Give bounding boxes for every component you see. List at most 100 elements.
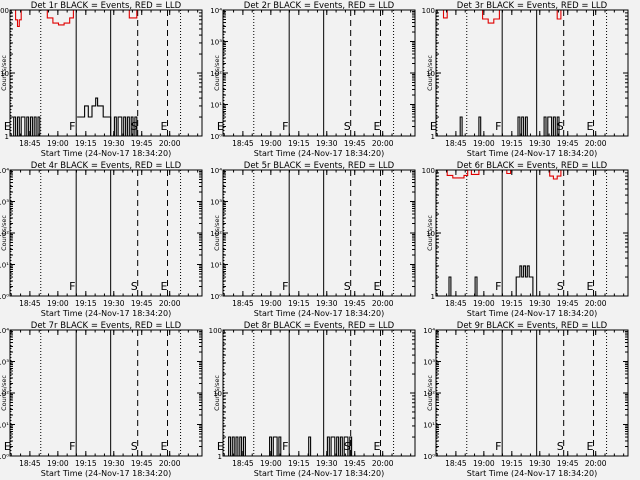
- marker-label: F: [69, 440, 75, 453]
- marker-label: E: [374, 440, 381, 453]
- y-axis-label: Counts/sec: [0, 375, 8, 411]
- x-axis-label: Start Time (24-Nov-17 18:34:20): [41, 149, 171, 158]
- events-trace: [458, 116, 463, 137]
- marker-label: S: [131, 440, 138, 453]
- panel-title: Det 5r BLACK = Events, RED = LLD: [244, 161, 395, 171]
- events-trace: [226, 436, 248, 457]
- x-axis-label: Start Time (24-Nov-17 18:34:20): [254, 469, 384, 478]
- plot-frame: [9, 169, 203, 297]
- x-tick-label: 19:00: [473, 299, 495, 308]
- y-tick-label: 10²: [210, 230, 222, 238]
- x-tick-label: 19:30: [529, 299, 551, 308]
- x-axis-label: Start Time (24-Nov-17 18:34:20): [41, 469, 171, 478]
- x-tick-label: 20:00: [585, 299, 607, 308]
- x-tick-label: 19:15: [288, 299, 310, 308]
- x-tick-label: 18:45: [19, 139, 41, 148]
- det-panel-7: Det 7r BLACK = Events, RED = LLD Start Ti…: [0, 321, 203, 478]
- x-tick-label: 19:45: [557, 459, 579, 468]
- panel-title: Det 4r BLACK = Events, RED = LLD: [31, 161, 182, 171]
- x-tick-label: 18:45: [19, 299, 41, 308]
- x-tick-label: 20:00: [372, 459, 394, 468]
- y-tick-label: 1: [431, 293, 435, 301]
- events-trace: [447, 276, 452, 297]
- y-tick-label: 10⁰: [423, 453, 435, 461]
- marker-label: E: [587, 120, 594, 133]
- x-tick-label: 20:00: [585, 139, 607, 148]
- events-trace: [11, 116, 42, 137]
- x-tick-label: 19:15: [288, 139, 310, 148]
- marker-label: E: [374, 280, 381, 293]
- events-trace: [473, 276, 478, 297]
- y-tick-label: 100: [422, 7, 435, 15]
- marker-label: F: [495, 440, 501, 453]
- marker-label: E: [430, 120, 437, 133]
- y-tick-label: 10⁴: [210, 7, 222, 15]
- y-axis-label: Counts/sec: [0, 215, 8, 251]
- det-panel-9: Det 9r BLACK = Events, RED = LLD Start Ti…: [423, 321, 629, 478]
- x-tick-label: 20:00: [159, 139, 181, 148]
- lld-trace: [546, 169, 562, 180]
- lld-trace: [553, 9, 562, 20]
- y-tick-label: 1: [431, 133, 435, 141]
- x-tick-label: 18:45: [445, 139, 467, 148]
- x-tick-label: 19:30: [103, 139, 125, 148]
- x-tick-label: 18:45: [232, 299, 254, 308]
- marker-label: E: [217, 120, 224, 133]
- panel-title: Det 9r BLACK = Events, RED = LLD: [457, 321, 608, 331]
- events-trace: [112, 116, 138, 137]
- plot-frame: [435, 329, 629, 457]
- y-tick-label: 10¹: [423, 422, 435, 430]
- events-trace: [516, 116, 528, 137]
- panel-title: Det 7r BLACK = Events, RED = LLD: [31, 321, 182, 331]
- y-tick-label: 10⁴: [0, 327, 9, 335]
- panel-title: Det 1r BLACK = Events, RED = LLD: [31, 1, 182, 11]
- x-tick-label: 19:30: [316, 459, 338, 468]
- x-tick-label: 19:00: [47, 459, 69, 468]
- plot-frame: [222, 169, 416, 297]
- x-tick-label: 18:45: [445, 459, 467, 468]
- y-tick-label: 10²: [210, 70, 222, 78]
- x-tick-label: 20:00: [372, 139, 394, 148]
- marker-label: F: [69, 120, 75, 133]
- lld-trace: [441, 169, 469, 179]
- marker-label: E: [4, 440, 11, 453]
- x-tick-label: 18:45: [445, 299, 467, 308]
- x-tick-label: 19:15: [75, 459, 97, 468]
- y-tick-label: 10²: [423, 390, 435, 398]
- panel-title: Det 8r BLACK = Events, RED = LLD: [244, 321, 395, 331]
- x-tick-label: 19:00: [473, 459, 495, 468]
- det-panel-8: Det 8r BLACK = Events, RED = LLD Start Ti…: [209, 321, 416, 478]
- events-trace: [77, 97, 112, 136]
- panel-title: Det 3r BLACK = Events, RED = LLD: [457, 1, 608, 11]
- marker-label: S: [557, 440, 564, 453]
- y-tick-label: 10⁴: [0, 167, 9, 175]
- plot-frame: [222, 9, 416, 137]
- det-panel-1: Det 1r BLACK = Events, RED = LLD Start Ti…: [0, 1, 203, 158]
- marker-label: F: [282, 120, 288, 133]
- marker-label: E: [587, 280, 594, 293]
- x-tick-label: 19:45: [344, 139, 366, 148]
- x-tick-label: 19:45: [131, 299, 153, 308]
- det-panel-2: Det 2r BLACK = Events, RED = LLD Start Ti…: [210, 1, 416, 158]
- y-tick-label: 10³: [0, 359, 9, 367]
- x-axis-label: Start Time (24-Nov-17 18:34:20): [467, 469, 597, 478]
- y-tick-label: 10: [0, 70, 9, 78]
- x-axis-label: Start Time (24-Nov-17 18:34:20): [467, 149, 597, 158]
- x-axis-label: Start Time (24-Nov-17 18:34:20): [254, 149, 384, 158]
- events-trace: [267, 436, 282, 457]
- y-tick-label: 10²: [0, 390, 9, 398]
- det-panel-4: Det 4r BLACK = Events, RED = LLD Start Ti…: [0, 161, 203, 318]
- y-tick-label: 1: [218, 453, 222, 461]
- plot-frame: [435, 9, 629, 137]
- y-tick-label: 10²: [0, 230, 9, 238]
- y-tick-label: 10¹: [210, 262, 222, 270]
- marker-label: E: [4, 120, 11, 133]
- x-tick-label: 19:45: [131, 139, 153, 148]
- plot-frame: [9, 329, 203, 457]
- y-tick-label: 10³: [210, 39, 222, 47]
- events-trace: [542, 116, 560, 137]
- events-trace: [306, 436, 312, 457]
- x-axis-label: Start Time (24-Nov-17 18:34:20): [467, 309, 597, 318]
- y-tick-label: 10⁰: [210, 133, 222, 141]
